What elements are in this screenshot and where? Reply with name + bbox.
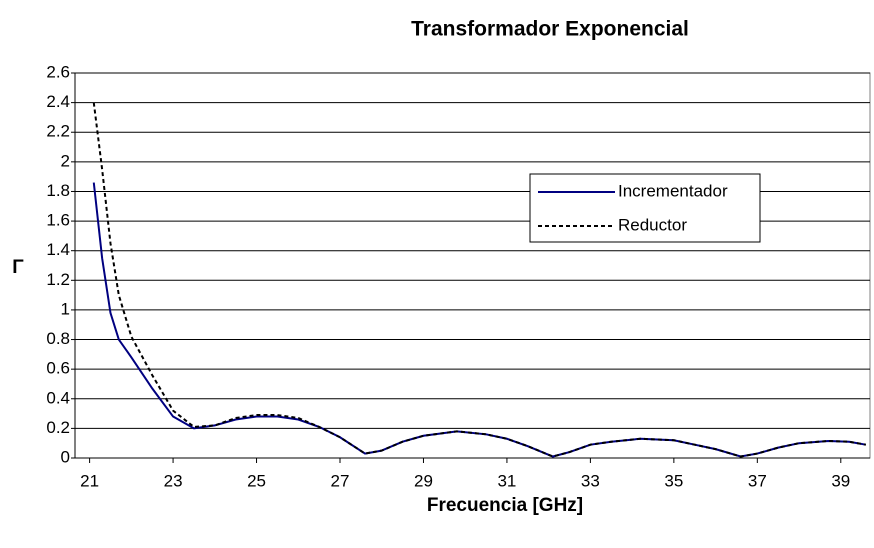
line-series	[92, 102, 867, 458]
y-tick-label: 2	[61, 151, 70, 170]
y-tick-label: 0	[61, 447, 70, 466]
y-tick-label: 2.2	[46, 122, 70, 141]
legend	[529, 173, 761, 243]
y-tick-label: 0.4	[46, 388, 70, 407]
y-tick-label: 1.8	[46, 181, 70, 200]
y-tick-label: 1.6	[46, 211, 70, 230]
plot-area	[74, 72, 871, 459]
x-tick-label: 35	[664, 471, 683, 490]
y-tick-label: 2.4	[46, 92, 70, 111]
y-tick-label: 1.2	[46, 270, 70, 289]
x-tick-label: 21	[80, 471, 99, 490]
x-tick-label: 33	[581, 471, 600, 490]
x-tick-label: 25	[247, 471, 266, 490]
x-tick-label: 39	[831, 471, 850, 490]
chart-title: Transformador Exponencial	[411, 18, 689, 41]
x-tick-label: 31	[497, 471, 516, 490]
x-axis-title: Frecuencia [GHz]	[427, 495, 583, 516]
x-tick-label: 27	[331, 471, 350, 490]
y-tick-label: 0.2	[46, 418, 70, 437]
y-tick-label: 1	[61, 299, 70, 318]
x-tick-label: 37	[748, 471, 767, 490]
legend-label: Reductor	[618, 215, 687, 234]
legend-label: Incrementador	[618, 181, 728, 200]
y-tick-label: 0.8	[46, 329, 70, 348]
y-axis-title: Γ	[12, 257, 24, 278]
y-tick-label: 1.4	[46, 240, 70, 259]
x-tick-label: 23	[164, 471, 183, 490]
y-tick-label: 2.6	[46, 62, 70, 81]
y-tick-label: 0.6	[46, 359, 70, 378]
x-tick-label: 29	[414, 471, 433, 490]
